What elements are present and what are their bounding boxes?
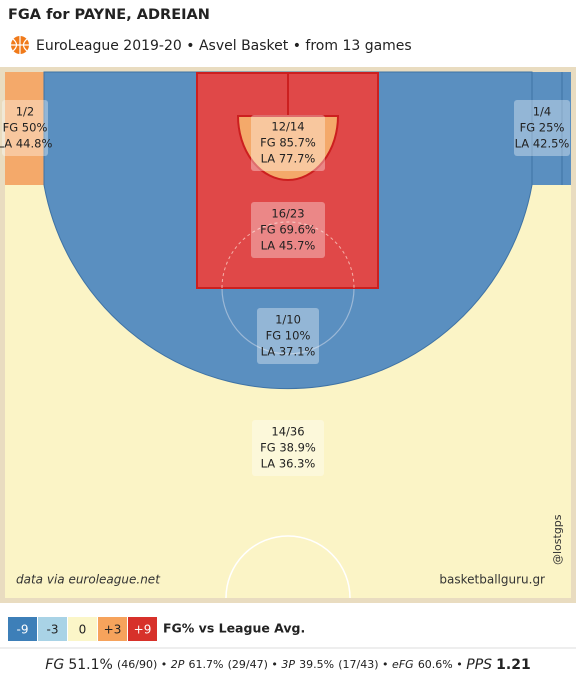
- stat-detail: (29/47): [228, 658, 268, 671]
- free-throw-arc: [221, 221, 355, 289]
- zone-la: LA 44.8%: [0, 137, 52, 151]
- zone-made: 12/14: [271, 120, 304, 134]
- zone-left-corner-three: [5, 72, 44, 185]
- handle: @lostgps: [551, 514, 564, 565]
- zone-label-bg: [514, 100, 570, 156]
- zone-made: 1/2: [16, 105, 35, 119]
- zone-made: 14/36: [271, 425, 304, 439]
- zone-label-bg: [251, 202, 325, 258]
- legend-swatch: [98, 617, 127, 641]
- stat-label: FG: [45, 657, 64, 673]
- stat-label: 2P: [171, 658, 185, 671]
- zone-fg: FG 69.6%: [260, 223, 316, 237]
- zone-fg: FG 25%: [520, 121, 565, 135]
- zone-la: LA 42.5%: [515, 137, 570, 151]
- legend: -9 -3 0 +3 +9: [8, 617, 157, 641]
- zone-label-bg: [2, 100, 48, 156]
- zone-fg: FG 38.9%: [260, 441, 316, 455]
- zone-label-bg: [257, 308, 319, 364]
- legend-swatch: [128, 617, 157, 641]
- stat-label: PPS: [466, 657, 492, 673]
- stat-detail: (17/43): [338, 658, 378, 671]
- zone-la: LA 77.7%: [261, 152, 316, 166]
- legend-label: -3: [47, 623, 59, 637]
- center-circle: [225, 535, 351, 599]
- logo-lines: [11, 36, 29, 54]
- stat-value: 1.21: [496, 657, 531, 673]
- legend-swatch: [38, 617, 67, 641]
- subtitle: EuroLeague 2019-20 • Asvel Basket • from…: [36, 38, 412, 54]
- stat-detail: (46/90): [117, 658, 157, 671]
- legend-label: 0: [79, 623, 87, 637]
- legend-label: +3: [104, 623, 122, 637]
- zone-la: LA 45.7%: [261, 239, 316, 253]
- stats: FG 51.1% (46/90) • 2P 61.7% (29/47) • 3P…: [45, 657, 530, 673]
- source: data via euroleague.net: [16, 573, 161, 587]
- zone-fg: FG 10%: [266, 329, 311, 343]
- stat-label: 3P: [281, 658, 295, 671]
- zone-made: 1/4: [533, 105, 552, 119]
- zone-la: LA 37.1%: [261, 345, 316, 359]
- zone-la: LA 36.3%: [261, 457, 316, 471]
- legend-title: FG% vs League Avg.: [163, 621, 305, 636]
- zone-fg: FG 85.7%: [260, 136, 316, 150]
- legend-label: +9: [134, 623, 152, 637]
- legend-label: -9: [17, 623, 29, 637]
- zone-made: 1/10: [275, 313, 301, 327]
- stat-value: 51.1%: [68, 657, 112, 673]
- zone-fg: FG 50%: [3, 121, 48, 135]
- separator: •: [157, 658, 170, 671]
- zone-right-corner-three: [532, 72, 571, 185]
- zone-label-bg: [251, 115, 325, 171]
- stat-value: 60.6%: [418, 658, 453, 671]
- separator: •: [379, 658, 392, 671]
- legend-swatch: [68, 617, 97, 641]
- title: FGA for PAYNE, ADREIAN: [8, 7, 210, 23]
- stat-label: eFG: [392, 658, 414, 671]
- zone-restricted-area: [236, 115, 340, 181]
- legend-swatch: [8, 617, 37, 641]
- stat-value: 61.7%: [189, 658, 224, 671]
- zone-label-bg: [252, 420, 324, 476]
- site: basketballguru.gr: [439, 573, 545, 587]
- separator: •: [268, 658, 281, 671]
- zone-made: 16/23: [271, 207, 304, 221]
- stat-value: 39.5%: [299, 658, 334, 671]
- separator: •: [453, 658, 466, 671]
